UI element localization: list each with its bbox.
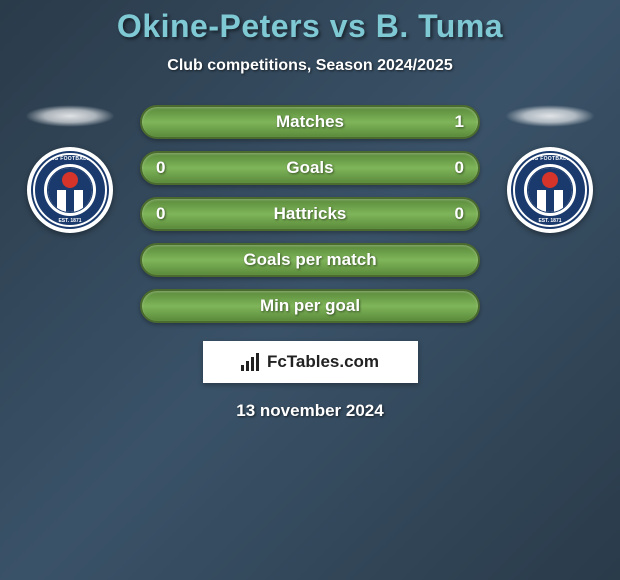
chart-icon <box>241 353 263 371</box>
stat-label: Matches <box>276 112 344 132</box>
badge-text-bottom: EST. 1871 <box>33 218 107 224</box>
stat-bar-matches: Matches 1 <box>140 105 480 139</box>
player-shadow-left <box>25 105 115 127</box>
stat-label: Hattricks <box>274 204 347 224</box>
page-title: Okine-Peters vs B. Tuma <box>0 8 620 45</box>
badge-inner: READING FOOTBALL CLUB EST. 1871 <box>511 151 589 229</box>
badge-text-top: READING FOOTBALL CLUB <box>33 156 107 162</box>
stat-label: Goals <box>286 158 333 178</box>
stat-left: 0 <box>156 158 165 178</box>
logo-text: FcTables.com <box>267 352 379 372</box>
date-text: 13 november 2024 <box>0 401 620 421</box>
comparison-card: Okine-Peters vs B. Tuma Club competition… <box>0 0 620 421</box>
badge-text-top: READING FOOTBALL CLUB <box>513 156 587 162</box>
stat-right: 0 <box>455 158 464 178</box>
player-shadow-right <box>505 105 595 127</box>
player-left: READING FOOTBALL CLUB EST. 1871 <box>20 105 120 233</box>
stat-label: Min per goal <box>260 296 360 316</box>
badge-text-bottom: EST. 1871 <box>513 218 587 224</box>
player-right: READING FOOTBALL CLUB EST. 1871 <box>500 105 600 233</box>
stat-right: 1 <box>455 112 464 132</box>
stat-bar-hattricks: 0 Hattricks 0 <box>140 197 480 231</box>
source-logo: FcTables.com <box>203 341 418 383</box>
stat-label: Goals per match <box>243 250 376 270</box>
stat-left: 0 <box>156 204 165 224</box>
stat-bar-goals: 0 Goals 0 <box>140 151 480 185</box>
club-badge-right: READING FOOTBALL CLUB EST. 1871 <box>507 147 593 233</box>
stat-right: 0 <box>455 204 464 224</box>
badge-center <box>47 167 93 213</box>
badge-inner: READING FOOTBALL CLUB EST. 1871 <box>31 151 109 229</box>
stats-column: Matches 1 0 Goals 0 0 Hattricks 0 Goals … <box>140 105 480 323</box>
subtitle: Club competitions, Season 2024/2025 <box>0 57 620 75</box>
badge-center <box>527 167 573 213</box>
stat-bar-goals-per-match: Goals per match <box>140 243 480 277</box>
players-area: READING FOOTBALL CLUB EST. 1871 <box>0 105 620 323</box>
stat-bar-min-per-goal: Min per goal <box>140 289 480 323</box>
club-badge-left: READING FOOTBALL CLUB EST. 1871 <box>27 147 113 233</box>
